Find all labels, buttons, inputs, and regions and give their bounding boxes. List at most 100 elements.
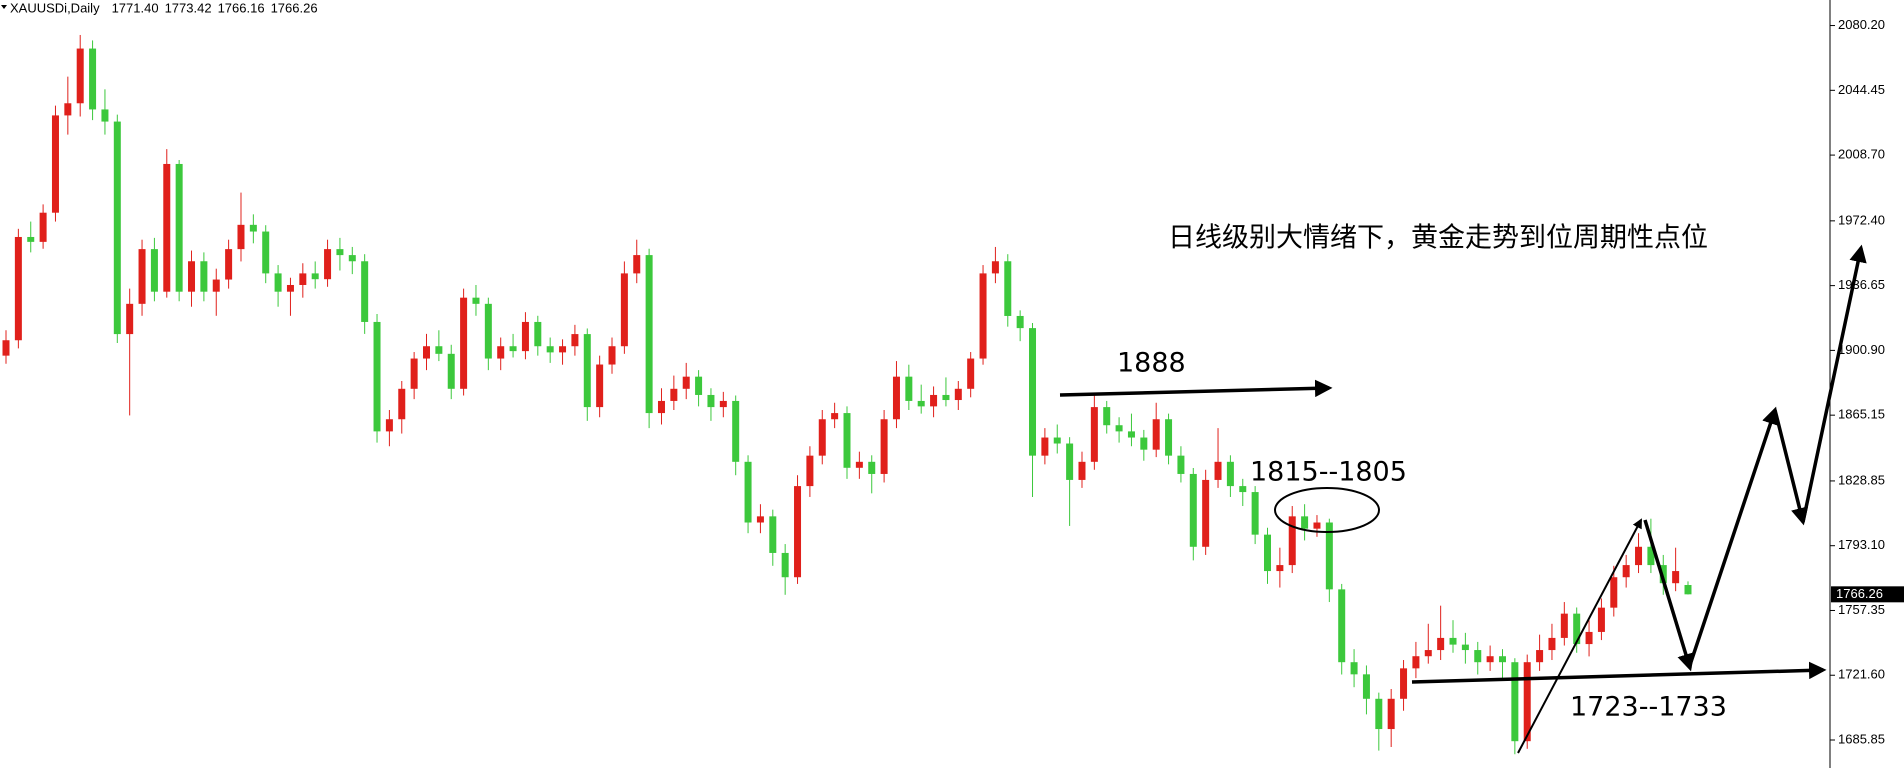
annotation-level: 1888 — [1117, 348, 1186, 379]
candle-body — [113, 121, 121, 335]
candle-body — [1622, 565, 1630, 578]
candle-body — [1140, 437, 1148, 450]
y-tick-label: 1972.40 — [1838, 212, 1885, 227]
candle-body — [1276, 565, 1284, 572]
candle-body — [1437, 637, 1445, 651]
candle-body — [1412, 656, 1420, 669]
candle-body — [1115, 425, 1123, 432]
header-icon — [1, 5, 7, 9]
candle-body — [794, 486, 802, 578]
candle-body — [546, 346, 554, 353]
candle-body — [1461, 644, 1469, 651]
candle-body — [818, 419, 826, 456]
candle-body — [1350, 662, 1358, 675]
candle-body — [880, 419, 888, 474]
candle-body — [1486, 656, 1494, 663]
candle-body — [212, 279, 220, 292]
candle-body — [1511, 662, 1519, 742]
candle-body — [954, 388, 962, 401]
candle-body — [76, 48, 84, 104]
candle-body — [756, 516, 764, 523]
candle-body — [1672, 571, 1680, 584]
candle-body — [806, 455, 814, 487]
candle-body — [1090, 407, 1098, 462]
candle-body — [1016, 315, 1024, 329]
y-tick-label: 2008.70 — [1838, 147, 1885, 162]
annotation-ellipse — [1274, 487, 1380, 533]
last-price-tag — [1831, 586, 1904, 603]
candle-body — [1585, 631, 1593, 645]
candle-body — [175, 163, 183, 292]
candle-body — [1597, 607, 1605, 632]
candle-body — [657, 400, 665, 414]
candle-body — [1078, 461, 1086, 480]
candle-body — [138, 249, 146, 304]
candle-body — [1041, 437, 1049, 456]
candle-body — [633, 255, 641, 274]
candle-body — [1165, 419, 1173, 456]
arrow — [1688, 406, 1779, 666]
candle-body — [1004, 261, 1012, 316]
candle-body — [484, 303, 492, 359]
candle-body — [497, 346, 505, 359]
candle-body — [1610, 577, 1618, 608]
candle-body — [237, 224, 245, 250]
candle-body — [831, 413, 839, 420]
candle-body — [534, 321, 542, 347]
candle-body — [1103, 407, 1111, 426]
candle-body — [509, 346, 517, 352]
candle-body — [27, 236, 35, 242]
candle-body — [732, 400, 740, 462]
arrow — [1059, 379, 1333, 398]
candle-body — [249, 224, 257, 232]
candle-body — [150, 249, 158, 292]
candle-body — [1523, 662, 1531, 742]
candle-body — [423, 346, 430, 359]
candle-body — [1202, 479, 1210, 547]
candle-body — [1362, 674, 1370, 699]
y-tick-label: 1793.10 — [1838, 537, 1885, 552]
y-tick-label: 2044.45 — [1838, 82, 1885, 97]
y-tick-label: 1721.60 — [1838, 667, 1885, 682]
candle-body — [744, 461, 752, 523]
candle-body — [1214, 461, 1222, 480]
candle-body — [781, 552, 789, 578]
candle-body — [460, 297, 468, 389]
ohlc-label: 1766.26 — [271, 0, 318, 15]
candle-body — [1474, 650, 1482, 663]
ohlc-label: 1766.16 — [218, 0, 265, 15]
plot-area — [2, 34, 1692, 755]
candle-body — [385, 419, 393, 432]
candle-body — [1684, 585, 1692, 595]
candle-body — [695, 376, 703, 395]
candle-body — [1189, 473, 1197, 547]
candle-body — [670, 388, 678, 401]
candle-body — [188, 261, 196, 292]
candle-body — [1177, 455, 1185, 474]
candle-body — [311, 273, 319, 280]
candle-body — [1375, 698, 1383, 730]
y-tick-label: 1900.90 — [1838, 342, 1885, 357]
candle-body — [596, 364, 604, 408]
candle-body — [991, 261, 999, 274]
candle-body — [89, 48, 97, 110]
arrow — [1517, 518, 1642, 754]
candle-body — [571, 334, 579, 347]
ohlc-label: 1771.40 — [112, 0, 159, 15]
candle-body — [163, 163, 171, 292]
arrow — [1643, 519, 1695, 672]
symbol-label: XAUUSDi,Daily — [10, 0, 100, 15]
y-tick-label: 1685.85 — [1838, 731, 1885, 746]
candle-body — [200, 261, 208, 292]
candle-body — [1548, 637, 1556, 651]
candle-body — [707, 394, 715, 408]
ohlc-label: 1773.42 — [165, 0, 212, 15]
candle-body — [930, 394, 938, 407]
candle-body — [719, 400, 727, 408]
candle-body — [336, 249, 344, 256]
header: XAUUSDi,Daily 1771.40 1773.42 1766.16 1766.2… — [1, 0, 318, 15]
annotations: 日线级别大情绪下，黄金走势到位周期性点位 1888 1815--1805 172… — [1059, 223, 1867, 754]
candle-body — [447, 353, 455, 389]
candle-body — [64, 103, 72, 116]
arrow — [1773, 409, 1809, 526]
